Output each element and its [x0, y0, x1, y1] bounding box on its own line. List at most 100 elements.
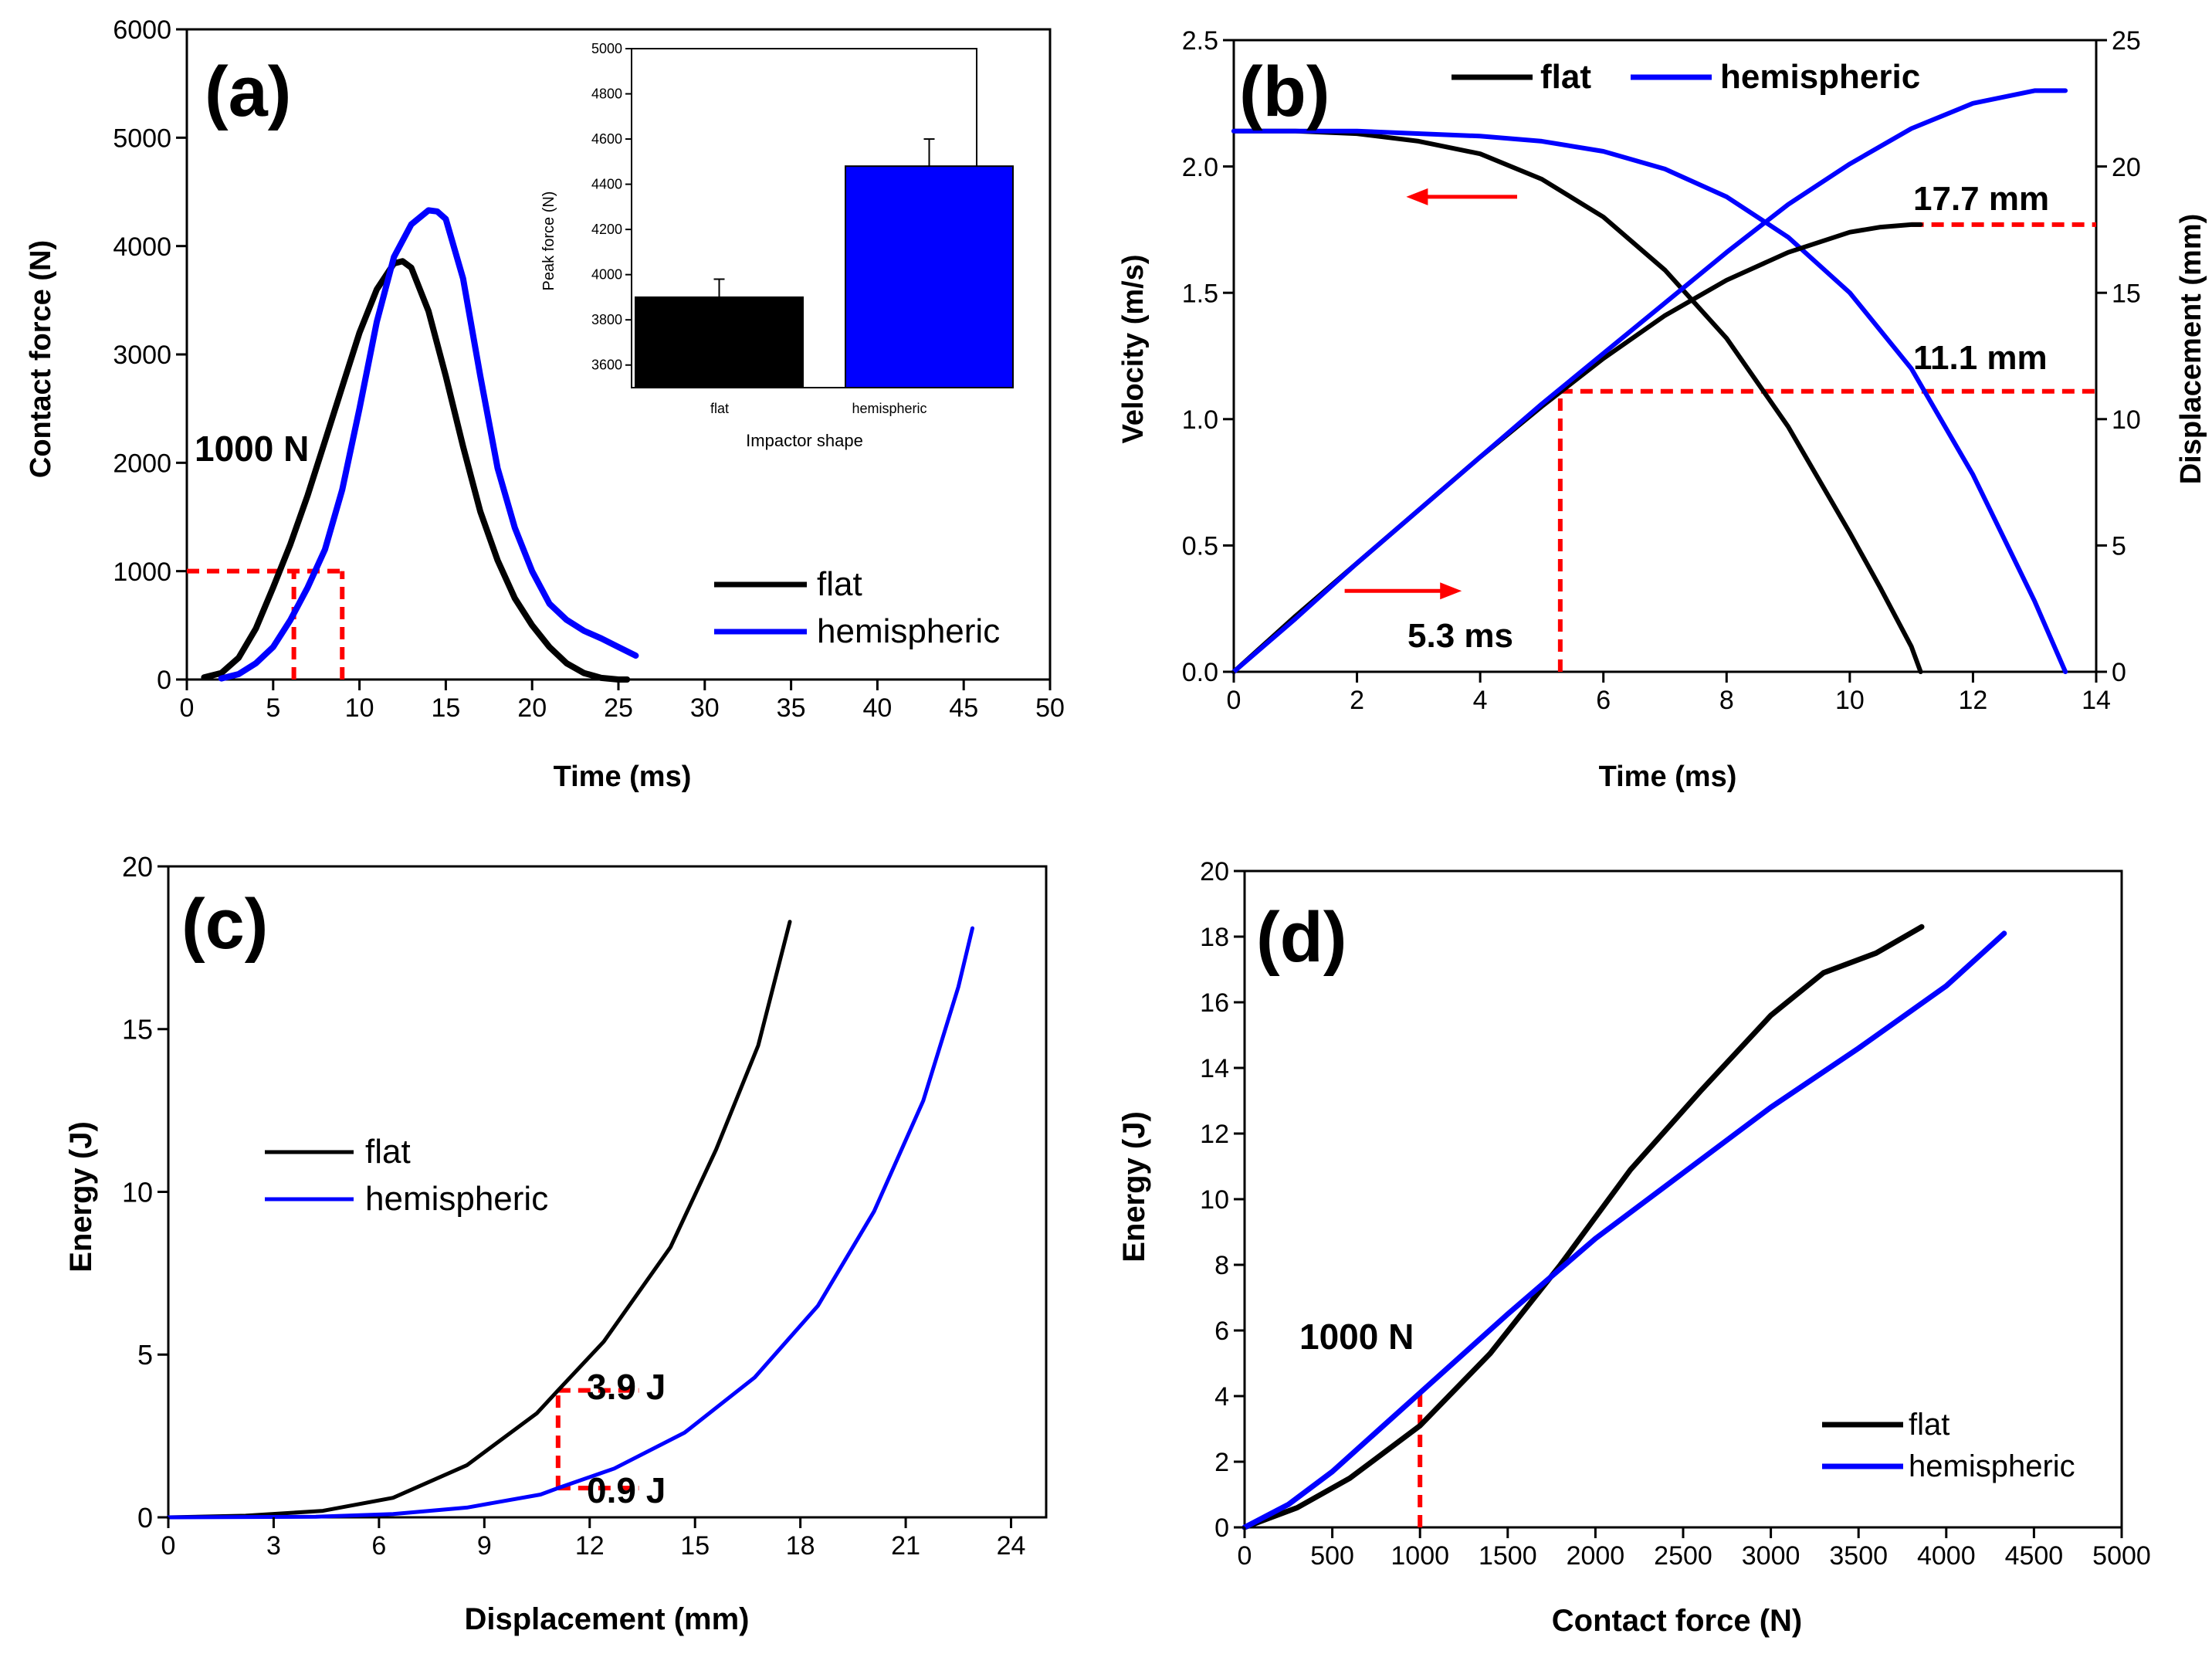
x-tick-label: 9: [477, 1531, 492, 1561]
y2-tick-label: 15: [2112, 279, 2141, 308]
y-tick-label: 1.5: [1182, 279, 1218, 308]
panel-b-frame: [1232, 39, 2098, 673]
x-tick-label: 0: [1227, 686, 1241, 715]
x-tick-label: 0: [1238, 1541, 1252, 1571]
series-line-flat: [166, 920, 792, 1520]
panel-a: 0 5 10 15 20 25 30 35 40 45 50 0 1000 2000 3000 4000 500…: [25, 15, 1065, 793]
x-tick-label: 2: [1350, 686, 1364, 715]
y-tick-label: 5000: [113, 124, 171, 154]
x-tick-label: 500: [1310, 1541, 1354, 1571]
y-tick-label: 6000: [113, 15, 171, 45]
y-tick-label: 15: [122, 1014, 153, 1046]
panel-d-ticks: 0 500 1000 1500 2000 2500 3000 3500 4000 4500 5000…: [1200, 857, 2151, 1571]
panel-b-ticks: 0 2 4 6 8 10 12 14 0.0 0.5 1.0 1.5 2.0 2.5 0 5 10 15 20 25: [1182, 26, 2141, 715]
x-tick-label: 1000: [1391, 1541, 1449, 1571]
x-tick-label: 24: [997, 1531, 1026, 1561]
panel-a-xlabel: Time (ms): [554, 761, 692, 793]
series-line-hemispheric: [166, 926, 974, 1520]
x-tick-label: 6: [371, 1531, 386, 1561]
x-tick-label: 20: [517, 693, 547, 723]
panel-a-inset-bar-chart: 3600 3800 4000 4200 4400 4600 4800 5000 Impacto…: [540, 41, 1014, 450]
arrow-head-right: [1440, 582, 1462, 600]
inset-y-tick-label: 4400: [591, 177, 622, 192]
y2-tick-label: 25: [2112, 26, 2141, 56]
panel-c: 0 3 6 9 12 15 18 21 24 0 5 10 15 20 (c) Displacement …: [64, 851, 1048, 1636]
panel-c-xlabel: Displacement (mm): [465, 1602, 750, 1636]
series-line-flat: [1241, 924, 1925, 1530]
y-tick-label: 16: [1200, 988, 1229, 1018]
panel-a-annotation-1000n: 1000 N: [195, 429, 309, 469]
panel-b-y2label: Displacement (mm): [2175, 214, 2207, 485]
legend-label-flat: flat: [817, 565, 862, 603]
y-tick-label: 0: [1214, 1513, 1229, 1543]
y-tick-label: 4000: [113, 232, 171, 262]
panel-b-ylabel: Velocity (m/s): [1117, 255, 1150, 444]
panel-c-label: (c): [181, 885, 268, 964]
y2-tick-label: 20: [2112, 153, 2141, 182]
x-tick-label: 0: [161, 1531, 176, 1561]
x-tick-label: 8: [1719, 686, 1734, 715]
panel-a-label: (a): [205, 53, 291, 131]
y-tick-label: 0.5: [1182, 532, 1218, 561]
x-tick-label: 4500: [2005, 1541, 2064, 1571]
x-tick-label: 15: [431, 693, 460, 723]
inset-bar-flat: [635, 296, 804, 388]
panel-b-guides: [1557, 222, 2096, 672]
panel-a-ylabel: Contact force (N): [25, 240, 57, 478]
x-tick-label: 4000: [1917, 1541, 1976, 1571]
series-line-hemispheric: [1241, 930, 2007, 1530]
legend-label-hemispheric: hemispheric: [817, 612, 1000, 650]
x-tick-label: 4: [1473, 686, 1488, 715]
x-tick-label: 30: [690, 693, 720, 723]
legend-label-flat: flat: [365, 1133, 411, 1171]
y-tick-label: 0.0: [1182, 658, 1218, 687]
legend-label-flat: flat: [1909, 1408, 1949, 1442]
series-line-hemispheric-right-axis: [1231, 88, 2068, 674]
x-tick-label: 1500: [1479, 1541, 1537, 1571]
y-tick-label: 3000: [113, 341, 171, 370]
panel-c-legend: flat hemispheric: [265, 1133, 548, 1218]
series-line-flat-left-axis: [1231, 128, 1923, 674]
y-tick-label: 12: [1200, 1120, 1229, 1149]
panel-d-annotation-1000n: 1000 N: [1299, 1317, 1414, 1357]
y-tick-label: 14: [1200, 1054, 1229, 1083]
x-tick-label: 12: [1959, 686, 1988, 715]
inset-category-hemispheric: hemispheric: [852, 401, 926, 416]
legend-label-hemispheric: hemispheric: [365, 1180, 548, 1218]
x-tick-label: 0: [180, 693, 195, 723]
x-tick-label: 40: [862, 693, 892, 723]
y-tick-label: 1000: [113, 558, 171, 587]
panel-a-ticks: 0 5 10 15 20 25 30 35 40 45 50 0 1000 2000 3000 4000 500…: [113, 15, 1065, 723]
legend-label-hemispheric: hemispheric: [1909, 1449, 2075, 1483]
inset-bars: [635, 138, 1014, 388]
x-tick-label: 3500: [1829, 1541, 1888, 1571]
x-tick-label: 2500: [1654, 1541, 1712, 1571]
inset-y-tick-label: 5000: [591, 41, 622, 56]
y-tick-label: 0: [137, 1502, 153, 1534]
inset-y-tick-label: 4200: [591, 222, 622, 237]
x-tick-label: 10: [1835, 686, 1865, 715]
plot-area-border: [1232, 39, 2098, 673]
panel-c-annotation-3-9j: 3.9 J: [587, 1367, 666, 1407]
inset-ylabel: Peak force (N): [540, 191, 557, 291]
panel-c-annotation-0-9j: 0.9 J: [587, 1470, 666, 1510]
panel-d-ylabel: Energy (J): [1117, 1111, 1151, 1263]
x-tick-label: 45: [949, 693, 978, 723]
y-tick-label: 8: [1214, 1251, 1229, 1280]
panel-d: 0 500 1000 1500 2000 2500 3000 3500 4000 4500 5000…: [1117, 857, 2151, 1638]
panel-c-ylabel: Energy (J): [64, 1121, 98, 1273]
series-line-hemispheric: [218, 207, 639, 682]
y-tick-label: 4: [1214, 1382, 1229, 1412]
panel-b-label: (b): [1239, 53, 1330, 131]
x-tick-label: 5: [266, 693, 280, 723]
panel-b-annotation-11-1mm: 11.1 mm: [1913, 339, 2048, 377]
y2-tick-label: 0: [2112, 658, 2126, 687]
x-tick-label: 25: [604, 693, 633, 723]
y-tick-label: 2.5: [1182, 26, 1218, 56]
x-tick-label: 5000: [2092, 1541, 2151, 1571]
x-tick-label: 2000: [1567, 1541, 1625, 1571]
inset-y-tick-label: 4800: [591, 86, 622, 102]
x-tick-label: 6: [1596, 686, 1611, 715]
y-tick-label: 5: [137, 1339, 153, 1371]
